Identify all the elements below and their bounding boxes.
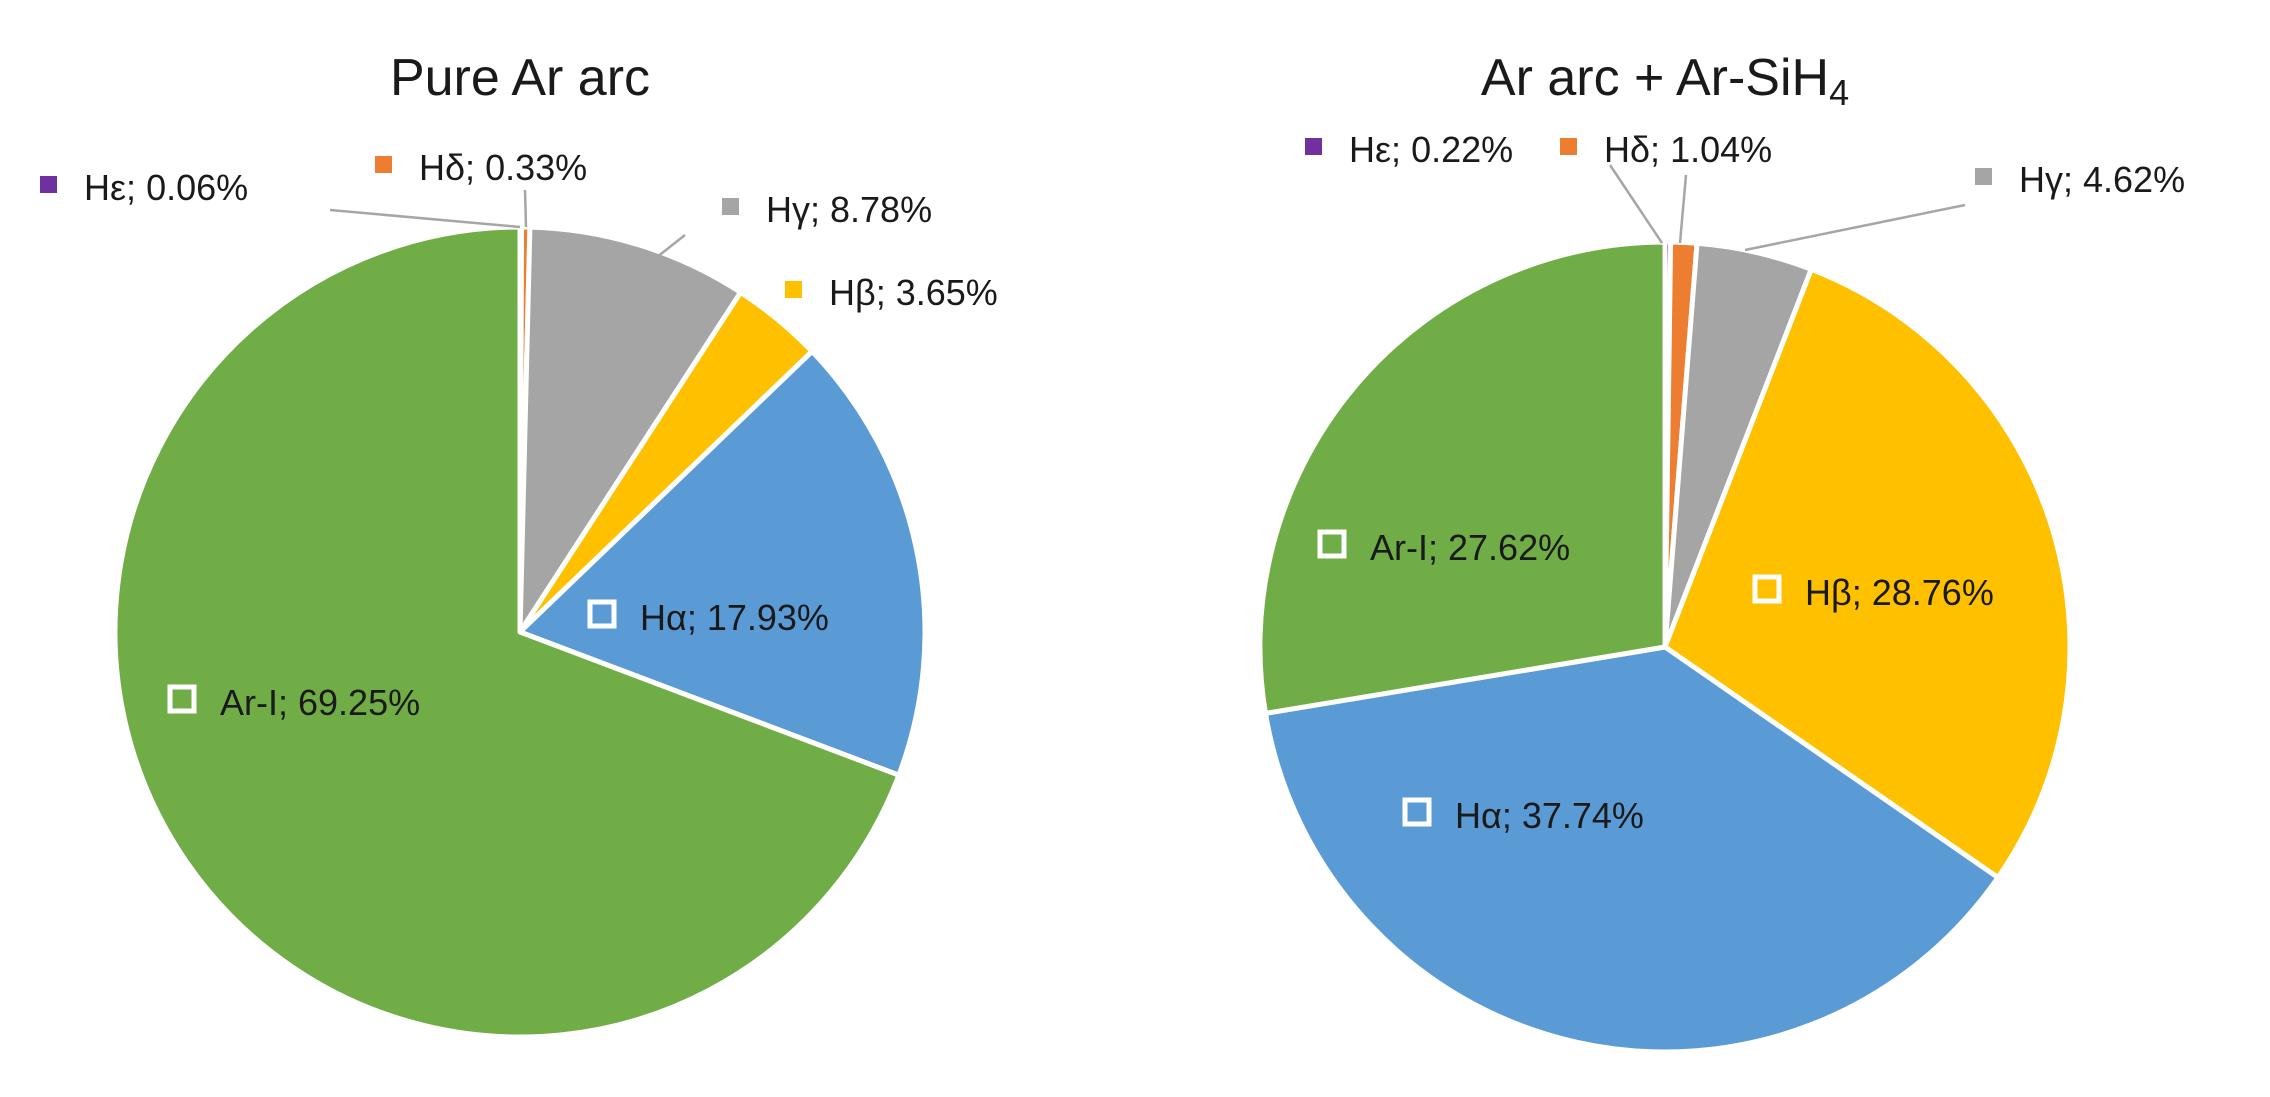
slice-label-sep: ; xyxy=(810,189,830,230)
slice-label-text: Hβ; 3.65% xyxy=(829,272,998,313)
data-label-ar-i: Ar-I; 27.62% xyxy=(1317,527,1570,568)
leader-line xyxy=(1608,164,1664,244)
slice-label-sep: ; xyxy=(278,682,298,723)
slice-label-name: Hε xyxy=(84,167,126,208)
slice-label-text: Hα; 37.74% xyxy=(1455,795,1644,836)
slice-label-text: Hε; 0.06% xyxy=(84,167,248,208)
pie-slice-h xyxy=(1662,266,2073,881)
chart-ar-sih4: Ar arc + Ar-SiH4 Hε; 0.22% Hδ; 1.04% Hγ; 4… xyxy=(1257,49,2185,1055)
slice-label-name: Hα xyxy=(1455,795,1502,836)
legend-marker xyxy=(1560,138,1577,155)
legend-marker xyxy=(1305,138,1322,155)
slice-label-text: Ar-I; 69.25% xyxy=(220,682,420,723)
legend-marker xyxy=(40,176,57,193)
pie-slice-ar-i xyxy=(112,224,902,1040)
slice-label-sep: ; xyxy=(1852,572,1872,613)
leader-line xyxy=(523,189,528,228)
data-label-h: Hδ; 0.33% xyxy=(375,147,587,228)
slice-label-text: Hβ; 28.76% xyxy=(1805,572,1994,613)
slice-label-value: 28.76% xyxy=(1872,572,1994,613)
chart-pure-ar: Pure Ar arc Hε; 0.06% Hδ; 0.33%Hγ; 8.78%H… xyxy=(40,49,998,1040)
data-label-h: Hβ; 3.65% xyxy=(785,272,998,313)
slice-label-name: Hδ xyxy=(1604,129,1650,170)
slice-label-sep: ; xyxy=(2063,159,2083,200)
data-label-h: Hγ; 8.78% xyxy=(637,189,932,273)
slice-label-sep: ; xyxy=(1391,129,1411,170)
slice-label-text: Hα; 17.93% xyxy=(640,597,829,638)
slice-label-sep: ; xyxy=(1650,129,1670,170)
chart-title: Pure Ar arc xyxy=(390,49,650,107)
slice-label-value: 8.78% xyxy=(830,189,932,230)
legend-marker xyxy=(1317,529,1347,559)
slice-label-value: 0.22% xyxy=(1411,129,1513,170)
legend-marker xyxy=(785,281,802,298)
slice-label-name: Hβ xyxy=(829,272,876,313)
leader-line xyxy=(1678,174,1688,244)
slice-label-name: Hα xyxy=(640,597,687,638)
pie-slice-h xyxy=(517,224,744,635)
slice-label-sep: ; xyxy=(687,597,707,638)
slice-label-value: 69.25% xyxy=(298,682,420,723)
slice-label-name: Hγ xyxy=(766,189,810,230)
data-label-h: Hα; 37.74% xyxy=(1402,795,1644,836)
slice-label-text: Hγ; 4.62% xyxy=(2019,159,2185,200)
slice-label-value: 0.33% xyxy=(485,147,587,188)
slice-label-value: 4.62% xyxy=(2083,159,2185,200)
data-label-ar-i: Ar-I; 69.25% xyxy=(167,682,420,723)
leader-line xyxy=(637,234,686,273)
chart-title: Ar arc + Ar-SiH4 xyxy=(1481,49,1849,113)
slice-label-value: 1.04% xyxy=(1670,129,1772,170)
slice-label-value: 37.74% xyxy=(1522,795,1644,836)
slice-label-text: Ar-I; 27.62% xyxy=(1370,527,1570,568)
legend-marker xyxy=(375,156,392,173)
legend-marker xyxy=(722,198,739,215)
slice-label-name: Hγ xyxy=(2019,159,2063,200)
data-label-h: Hε; 0.22% xyxy=(1305,129,1664,244)
data-label-h: Hα; 17.93% xyxy=(587,597,829,638)
pie-slices xyxy=(112,224,928,1040)
slice-label-value: 17.93% xyxy=(707,597,829,638)
leader-line xyxy=(329,208,521,229)
slice-label-sep: ; xyxy=(876,272,896,313)
slice-label-text: Hδ; 0.33% xyxy=(419,147,587,188)
legend-marker xyxy=(1402,797,1432,827)
slice-label-value: 0.06% xyxy=(146,167,248,208)
slice-label-name: Ar-I xyxy=(220,682,278,723)
slice-label-text: Hε; 0.22% xyxy=(1349,129,1513,170)
data-label-h: Hε; 0.06% xyxy=(40,167,521,229)
slice-label-value: 3.65% xyxy=(896,272,998,313)
slice-label-text: Hγ; 8.78% xyxy=(766,189,932,230)
slice-label-name: Hδ xyxy=(419,147,465,188)
data-label-h: Hδ; 1.04% xyxy=(1560,129,1772,244)
slice-label-sep: ; xyxy=(1428,527,1448,568)
slice-label-name: Hβ xyxy=(1805,572,1852,613)
slice-label-name: Hε xyxy=(1349,129,1391,170)
chart-title-subscript: 4 xyxy=(1829,72,1849,113)
legend-marker xyxy=(1752,574,1782,604)
legend-marker xyxy=(1975,168,1992,185)
slice-label-name: Ar-I xyxy=(1370,527,1428,568)
data-label-h: Hβ; 28.76% xyxy=(1752,572,1994,613)
pie-slice-h xyxy=(1262,644,2001,1055)
legend-marker xyxy=(167,684,197,714)
slice-label-value: 27.62% xyxy=(1448,527,1570,568)
slice-label-sep: ; xyxy=(126,167,146,208)
legend-marker xyxy=(587,599,617,629)
pie-slices xyxy=(1257,239,2073,1055)
leader-line xyxy=(1744,203,1966,252)
slice-label-text: Hδ; 1.04% xyxy=(1604,129,1772,170)
slice-label-sep: ; xyxy=(1502,795,1522,836)
slice-label-sep: ; xyxy=(465,147,485,188)
pie-slice-ar-i xyxy=(1257,239,1668,716)
chart-title-text: Ar arc + Ar-SiH xyxy=(1481,49,1829,107)
data-label-h: Hγ; 4.62% xyxy=(1744,159,2185,252)
